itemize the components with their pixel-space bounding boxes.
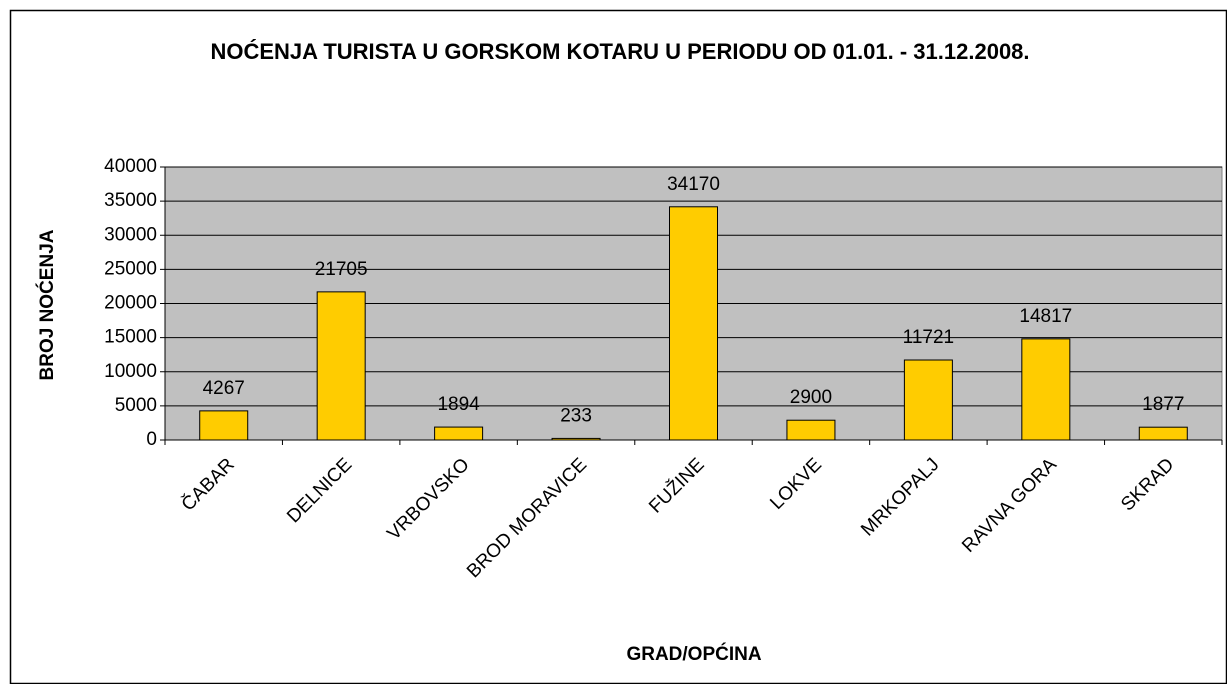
y-tick-label: 35000 (104, 190, 157, 211)
bar (786, 419, 836, 441)
data-label: 1877 (1142, 394, 1184, 415)
data-label: 34170 (667, 174, 720, 195)
data-label: 233 (560, 405, 592, 426)
data-label: 14817 (1019, 306, 1072, 327)
bar (1021, 338, 1071, 441)
y-tick-label: 15000 (104, 327, 157, 348)
data-label: 1894 (437, 394, 480, 415)
y-tick-label: 30000 (104, 224, 157, 245)
y-tick-label: 0 (146, 429, 157, 450)
y-tick-label: 10000 (104, 361, 157, 382)
y-tick-label: 20000 (104, 293, 157, 314)
bar (199, 410, 249, 441)
bar (1138, 426, 1188, 441)
y-tick-label: 5000 (115, 395, 157, 416)
data-label: 2900 (790, 387, 832, 408)
data-label: 11721 (903, 327, 954, 348)
bar (903, 359, 953, 441)
y-axis-title: BROJ NOĆENJA (36, 229, 58, 380)
data-label: 21705 (315, 259, 368, 280)
bar (434, 426, 484, 441)
x-axis-title: GRAD/OPĆINA (626, 643, 761, 665)
y-tick-label: 40000 (104, 156, 157, 177)
y-tick-label: 25000 (104, 258, 157, 279)
data-label: 4267 (203, 378, 245, 399)
bar (669, 206, 718, 441)
chart-title: NOĆENJA TURISTA U GORSKOM KOTARU U PERIO… (210, 39, 1030, 64)
bar (316, 291, 366, 441)
